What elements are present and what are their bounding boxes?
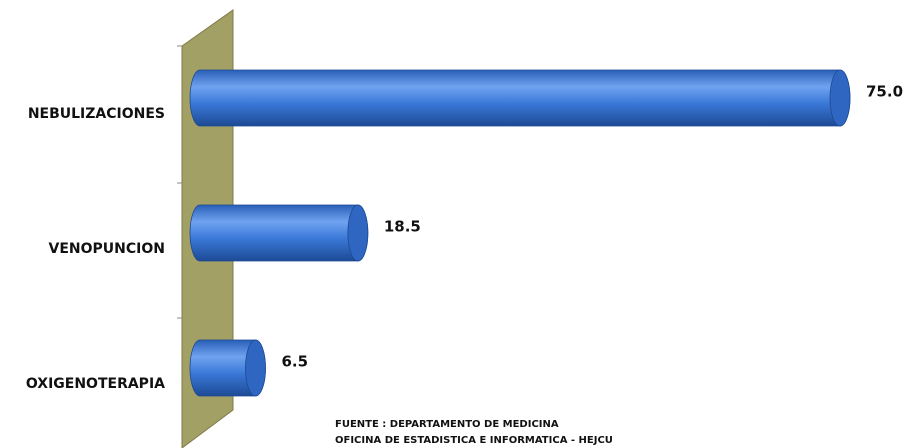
source-note: OFICINA DE ESTADISTICA E INFORMATICA - H… [335,435,613,446]
value-label: 18.5 [384,218,421,236]
axis-ticks [177,45,182,319]
value-label: 6.5 [281,353,308,371]
bar-cap [829,69,851,127]
bar-cap [347,204,369,262]
bar [189,204,369,262]
bar [189,339,266,397]
category-label: OXIGENOTERAPIA [26,376,165,392]
bar-body [189,69,851,127]
bar-body [189,204,369,262]
value-label: 75.0 [866,83,903,101]
category-label: VENOPUNCION [49,241,165,257]
source-note: FUENTE : DEPARTAMENTO DE MEDICINA [335,419,559,430]
category-label: NEBULIZACIONES [28,106,165,122]
bar-cap [245,339,266,397]
bar [189,69,851,127]
